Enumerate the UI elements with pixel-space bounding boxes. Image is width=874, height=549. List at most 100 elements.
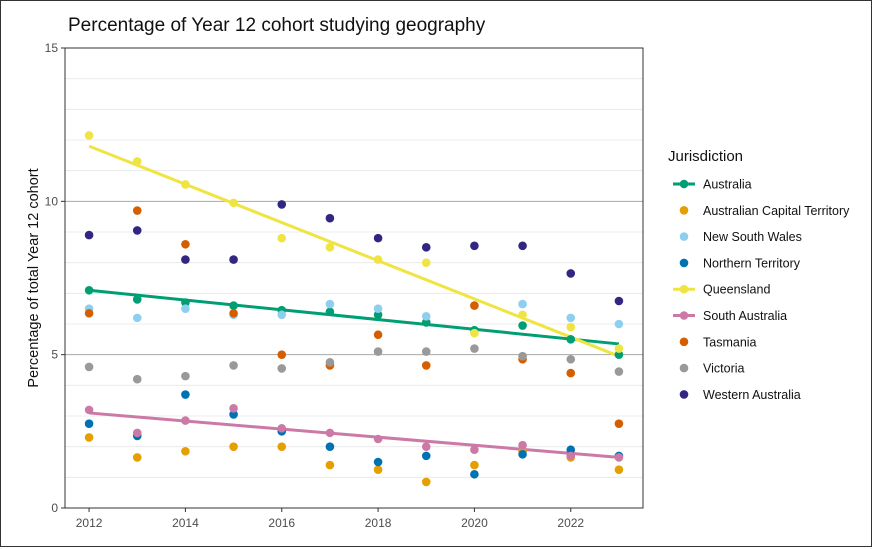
data-point-queensland [518,310,527,320]
legend-item: Northern Territory [679,256,801,270]
legend-label: Australian Capital Territory [703,204,850,218]
data-point-australia [566,335,576,344]
legend-item: New South Wales [679,230,802,244]
data-point-australian-capital-territory [181,446,190,456]
data-point-victoria [229,361,238,370]
legend-marker [679,232,689,241]
legend-label: Victoria [703,362,745,376]
data-point-australian-capital-territory [132,453,142,462]
data-point-australian-capital-territory [277,442,287,451]
data-point-victoria [518,351,527,361]
data-point-western-australia [614,296,624,306]
data-point-australia [84,285,94,295]
legend-item: Tasmania [679,335,757,349]
data-point-western-australia [373,233,383,243]
data-point-northern-territory [229,410,238,419]
data-point-south-australia [614,453,624,462]
y-axis-title: Percentage of total Year 12 cohort [26,168,42,387]
data-point-australian-capital-territory [470,460,479,470]
data-point-south-australia [277,423,287,433]
data-point-south-australia [566,451,576,461]
legend-marker [679,206,689,215]
data-point-queensland [373,255,383,264]
data-point-australian-capital-territory [229,442,238,451]
legend-marker [679,337,689,347]
y-tick-label: 15 [45,41,59,55]
data-point-western-australia [518,241,527,251]
data-point-new-south-wales [518,299,527,309]
trend-line-queensland [88,144,620,358]
plot-border [64,47,644,509]
data-point-tasmania [229,308,238,318]
data-point-australian-capital-territory [373,465,383,474]
data-point-south-australia [470,445,479,455]
data-point-tasmania [470,301,479,310]
data-point-victoria [566,354,576,364]
legend-item: Queensland [673,283,770,297]
data-point-south-australia [229,404,238,413]
data-point-tasmania [566,368,576,378]
legend-label: Western Australia [703,388,801,402]
data-point-northern-territory [325,442,335,451]
legend-label: South Australia [703,309,787,323]
data-point-western-australia [277,200,287,209]
data-point-new-south-wales [566,313,576,323]
data-point-new-south-wales [614,319,624,329]
legend-item: Western Australia [679,388,801,402]
data-point-tasmania [181,239,190,249]
legend-marker [679,311,689,320]
y-tick-label: 5 [51,348,58,362]
data-point-queensland [181,180,190,189]
data-point-australia [325,307,335,317]
data-point-new-south-wales [132,313,142,323]
legend-marker [679,363,689,373]
x-tick-label: 2018 [365,516,392,530]
legend-label: New South Wales [703,230,802,244]
data-point-tasmania [277,350,287,359]
x-tick-label: 2012 [76,516,103,530]
data-point-new-south-wales [373,304,383,313]
data-point-queensland [84,131,94,140]
axis-ticks: 2012 2014 2016 2018 2020 2022 0 5 10 15 [45,41,585,530]
data-point-western-australia [325,213,335,223]
grid [65,47,643,509]
data-point-new-south-wales [181,304,190,313]
legend-label: Australia [703,178,752,192]
data-point-western-australia [470,241,479,251]
trend-line-south-australia [88,411,620,459]
data-point-south-australia [518,440,527,450]
data-point-western-australia [566,269,576,278]
data-points [84,131,624,487]
data-point-northern-territory [470,469,479,479]
legend-label: Northern Territory [703,256,801,270]
y-tick-label: 0 [51,501,58,515]
data-point-western-australia [132,226,142,235]
data-point-victoria [373,347,383,356]
data-point-australia [132,295,142,304]
data-point-tasmania [132,206,142,215]
data-point-northern-territory [181,390,190,399]
data-point-victoria [470,344,479,353]
data-point-south-australia [373,434,383,444]
data-point-northern-territory [518,450,527,459]
trend-line-australia [88,288,620,346]
legend-item: Australian Capital Territory [679,204,850,218]
data-point-south-australia [325,428,335,438]
legend-title: Jurisdiction [668,148,743,165]
y-tick-label: 10 [45,194,59,208]
data-point-queensland [277,233,287,243]
legend-marker [679,390,689,399]
data-point-australia [614,350,624,359]
x-tick-label: 2016 [268,516,295,530]
data-point-victoria [277,364,287,373]
legend-marker [679,258,689,268]
data-point-new-south-wales [277,310,287,320]
data-point-queensland [229,198,238,208]
data-point-queensland [566,322,576,332]
data-point-australian-capital-territory [325,460,335,470]
data-point-tasmania [373,330,383,340]
data-point-australia [421,318,431,327]
data-point-queensland [614,344,624,353]
data-point-northern-territory [373,457,383,467]
